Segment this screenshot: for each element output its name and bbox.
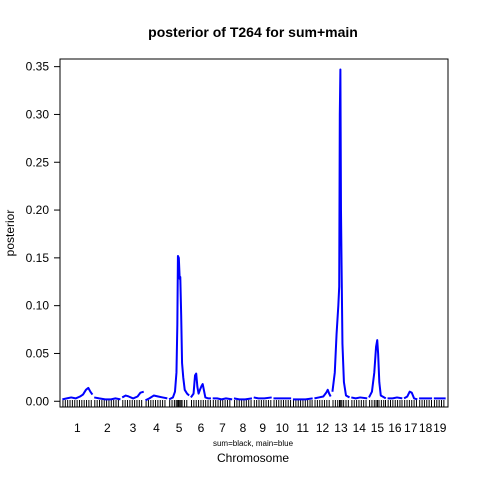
y-tick-label: 0.15 (26, 251, 50, 265)
chromosome-label: 7 (219, 421, 226, 435)
chromosome-label: 15 (371, 421, 385, 435)
series-line-chr-5 (168, 254, 190, 401)
y-tick-label: 0.30 (26, 107, 50, 121)
series-line-chr-8 (233, 397, 253, 401)
y-tick-label: 0.35 (26, 60, 50, 74)
series-layer (62, 68, 446, 402)
chromosome-label: 13 (334, 421, 348, 435)
x-axis-label: Chromosome (217, 451, 289, 465)
y-tick-label: 0.25 (26, 155, 50, 169)
chromosome-label: 18 (419, 421, 433, 435)
y-axis: 0.00 0.05 0.10 0.15 0.20 0.25 0.30 0.35 (26, 60, 60, 408)
chromosome-label: 3 (130, 421, 137, 435)
chromosome-label: 14 (353, 421, 367, 435)
series-line-chr-13 (331, 68, 351, 399)
marker-rug (62, 400, 445, 407)
chart-title: posterior of T264 for sum+main (148, 24, 358, 40)
series-line-chr-16 (387, 396, 403, 400)
chromosome-label: 5 (176, 421, 183, 435)
x-axis: 1 2 3 4 5 6 7 8 9 10 11 12 13 14 15 16 17 18 19 (74, 421, 447, 435)
y-tick-label: 0.05 (26, 346, 50, 360)
chromosome-label: 16 (388, 421, 402, 435)
legend-note: sum=black, main=blue (213, 439, 294, 448)
series-line-chr-7 (212, 397, 233, 401)
series-line-chr-4 (145, 394, 168, 402)
chromosome-label: 9 (259, 421, 266, 435)
chromosome-label: 11 (297, 421, 310, 435)
chromosome-label: 8 (240, 421, 247, 435)
y-tick-label: 0.00 (26, 394, 50, 408)
chromosome-label: 12 (316, 421, 330, 435)
chromosome-label: 19 (433, 421, 447, 435)
plot-frame (59, 58, 449, 408)
series-line-chr-11 (292, 397, 313, 401)
series-line-chr-1 (62, 386, 94, 401)
series-line-chr-17 (403, 390, 418, 401)
y-tick-label: 0.10 (26, 299, 50, 313)
chromosome-label: 10 (276, 421, 290, 435)
series-line-chr-3 (121, 390, 145, 400)
chromosome-label: 6 (198, 421, 205, 435)
chromosome-label: 4 (153, 421, 160, 435)
y-axis-label: posterior (3, 210, 17, 257)
chromosome-label: 2 (104, 421, 111, 435)
series-line-chr-12 (314, 388, 332, 400)
chromosome-label: 17 (404, 421, 418, 435)
series-line-chr-15 (368, 339, 387, 400)
series-line-chr-6 (190, 372, 211, 400)
y-tick-label: 0.20 (26, 203, 50, 217)
series-line-chr-14 (351, 396, 368, 400)
series-line-chr-2 (94, 396, 121, 401)
series-line-chr-9 (253, 396, 272, 400)
chromosome-label: 1 (74, 421, 81, 435)
